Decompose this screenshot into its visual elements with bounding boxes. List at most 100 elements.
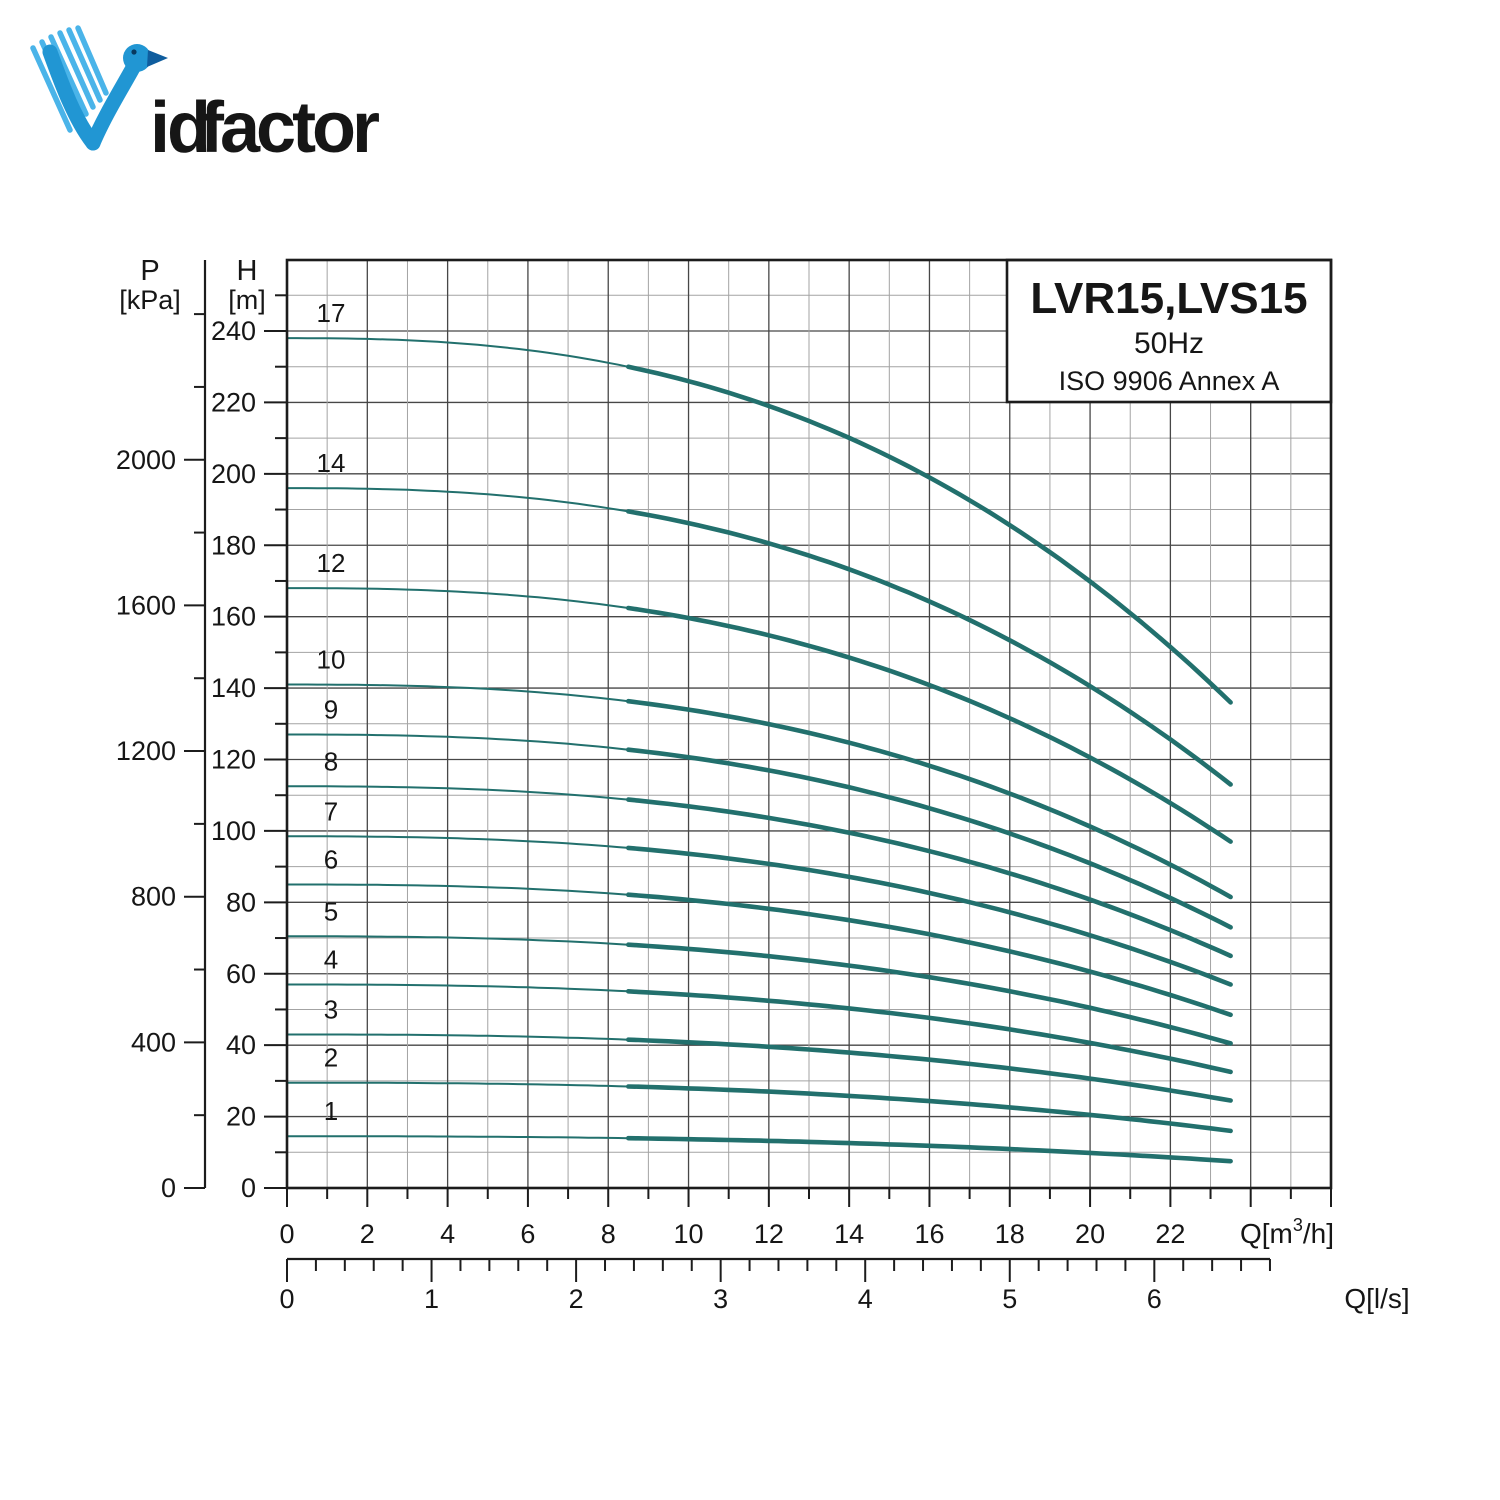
pump-curve-thin-6 [287, 883, 641, 897]
title-frequency: 50Hz [1134, 327, 1204, 360]
flow-ls-tick-label-3: 3 [713, 1284, 728, 1314]
axes-layer: 0204060801001201401601802002202400400800… [116, 294, 1332, 1314]
bird-right-wing [85, 58, 142, 151]
flow-m3h-unit-label: Q[m3/h] [1240, 1215, 1334, 1249]
logo-streak [66, 27, 103, 103]
pump-curve-thin-10 [287, 683, 641, 704]
pump-curve-thin-14 [287, 487, 641, 515]
pressure-tick-label-400: 400 [131, 1027, 176, 1057]
curve-stage-label-7: 7 [324, 796, 338, 826]
pump-curve-thin-7 [287, 835, 641, 850]
curve-stage-label-9: 9 [324, 695, 338, 725]
head-tick-label-100: 100 [211, 816, 256, 846]
curve-stage-label-1: 1 [324, 1096, 338, 1126]
flow-tick-label-20: 20 [1075, 1219, 1105, 1249]
bird-eye [131, 49, 137, 55]
flow-ls-tick-label-2: 2 [569, 1284, 584, 1314]
head-tick-label-40: 40 [226, 1030, 256, 1060]
head-tick-label-160: 160 [211, 602, 256, 632]
flow-tick-label-18: 18 [995, 1219, 1025, 1249]
flow-ls-tick-label-1: 1 [424, 1284, 439, 1314]
pump-curve-thin-12 [287, 587, 641, 611]
curve-stage-label-10: 10 [317, 645, 346, 675]
pump-curve-6 [626, 892, 1233, 1018]
curve-stage-label-6: 6 [324, 844, 338, 874]
curves-layer: 17 14 12 10 9 8 7 6 5 4 3 2 1 [287, 298, 1233, 1164]
head-tick-label-80: 80 [226, 887, 256, 917]
grid-layer [287, 260, 1331, 1188]
curve-stage-label-12: 12 [317, 548, 346, 578]
flow-ls-tick-label-0: 0 [279, 1284, 294, 1314]
pump-curve-5 [626, 942, 1233, 1046]
flow-tick-label-4: 4 [440, 1219, 455, 1249]
pump-curve-14 [626, 509, 1233, 787]
pressure-tick-label-2000: 2000 [116, 445, 176, 475]
pump-curve-thin-9 [287, 733, 641, 753]
flow-tick-label-6: 6 [520, 1219, 535, 1249]
title-standard: ISO 9906 Annex A [1059, 366, 1280, 396]
pump-curve-8 [626, 797, 1233, 959]
curve-stage-label-8: 8 [324, 746, 338, 776]
flow-ls-tick-label-6: 6 [1147, 1284, 1162, 1314]
flow-ls-tick-label-4: 4 [858, 1284, 873, 1314]
curve-stage-label-3: 3 [324, 994, 338, 1024]
logo-streak [57, 30, 96, 110]
flow-tick-label-22: 22 [1155, 1219, 1185, 1249]
curve-stage-label-2: 2 [324, 1043, 338, 1073]
flow-tick-label-10: 10 [674, 1219, 704, 1249]
title-box [1005, 258, 1333, 404]
pressure-tick-label-1600: 1600 [116, 590, 176, 620]
pump-curve-thin-3 [287, 1033, 641, 1042]
bird-left-wing [42, 44, 101, 151]
pump-curve-thin-4 [287, 983, 641, 993]
flow-tick-label-14: 14 [834, 1219, 864, 1249]
pressure-tick-label-1200: 1200 [116, 736, 176, 766]
flow-tick-label-12: 12 [754, 1219, 784, 1249]
curve-stage-label-14: 14 [317, 448, 346, 478]
pump-curve-thin-1 [287, 1135, 641, 1140]
bird-head [123, 44, 151, 72]
curve-stage-label-4: 4 [324, 944, 338, 974]
bird-icon [30, 25, 168, 151]
pump-curve-4 [626, 989, 1233, 1075]
flow-unit-superscript: 3 [1293, 1215, 1303, 1235]
pump-curve-1 [626, 1135, 1233, 1164]
pressure-tick-label-0: 0 [161, 1173, 176, 1203]
logo-streak [75, 25, 109, 96]
pump-curve-thin-5 [287, 935, 641, 947]
head-tick-label-20: 20 [226, 1102, 256, 1132]
head-tick-label-220: 220 [211, 387, 256, 417]
head-tick-label-60: 60 [226, 959, 256, 989]
title-model: LVR15,LVS15 [1030, 274, 1307, 323]
flow-tick-label-0: 0 [279, 1219, 294, 1249]
pump-curve-thin-8 [287, 785, 641, 802]
head-axis-unit: [m] [228, 285, 266, 315]
pump-curve-thin-17 [287, 337, 641, 371]
pump-curve-9 [626, 747, 1233, 930]
logo-streak [30, 45, 73, 133]
flow-ls-unit-label: Q[l/s] [1344, 1283, 1409, 1314]
head-tick-label-0: 0 [241, 1173, 256, 1203]
pressure-tick-label-800: 800 [131, 882, 176, 912]
logo-text-factor: factor [200, 88, 379, 168]
pump-curve-2 [626, 1084, 1233, 1134]
pump-curve-thin-2 [287, 1081, 641, 1088]
pump-curve-17 [626, 364, 1233, 705]
head-tick-label-140: 140 [211, 673, 256, 703]
flow-unit-prefix: Q[m [1240, 1218, 1293, 1249]
pump-curve-12 [626, 605, 1233, 844]
logo-text-id: id [150, 88, 208, 168]
pressure-axis-unit: [kPa] [119, 285, 181, 315]
flow-unit-suffix: /h] [1303, 1218, 1334, 1249]
pump-curve-7 [626, 845, 1233, 987]
pump-curve-3 [626, 1037, 1233, 1103]
head-tick-label-200: 200 [211, 459, 256, 489]
flow-tick-label-2: 2 [360, 1219, 375, 1249]
curve-stage-label-5: 5 [324, 896, 338, 926]
head-tick-label-240: 240 [211, 316, 256, 346]
pump-curve-10 [626, 698, 1233, 900]
flow-ls-tick-label-5: 5 [1002, 1284, 1017, 1314]
bird-beak [147, 50, 168, 67]
curve-stage-label-17: 17 [317, 298, 346, 328]
